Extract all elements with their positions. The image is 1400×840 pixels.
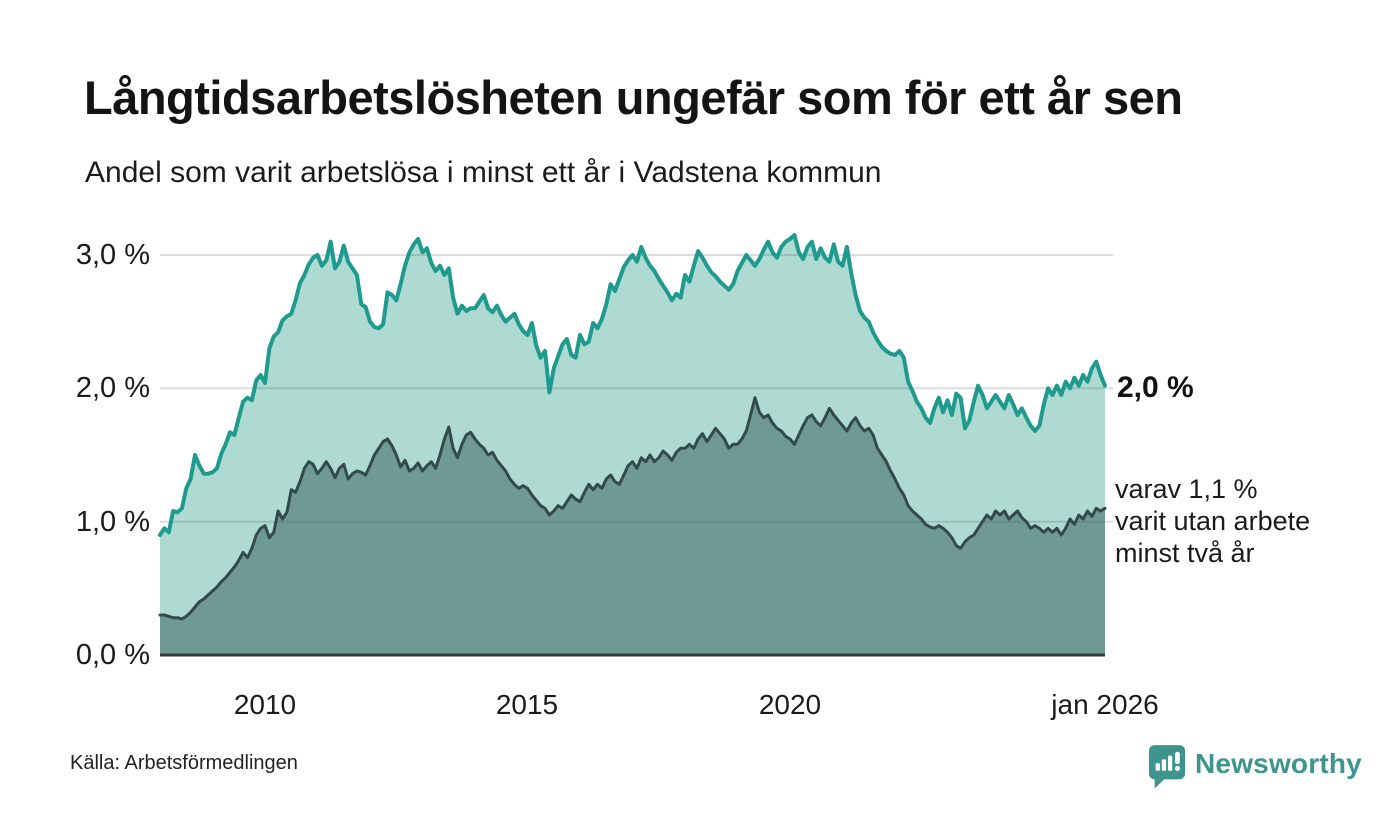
line-two-years — [158, 396, 1107, 621]
source-note: Källa: Arbetsförmedlingen — [70, 752, 298, 774]
x-axis-tick-jan-2026: jan 2026 — [1051, 689, 1159, 720]
y-axis-tick-1: 1,0 % — [75, 506, 150, 538]
secondary-annotation: varav 1,1 % varit utan arbete minst två … — [1115, 473, 1310, 569]
y-axis-tick-3: 3,0 % — [75, 239, 150, 271]
newsworthy-logo-text: Newsworthy — [1195, 748, 1362, 779]
end-value-label: 2,0 % — [1117, 371, 1194, 404]
area-fill-total — [160, 235, 1105, 655]
x-axis-tick-2015: 2015 — [495, 689, 559, 720]
x-axis-tick-2020: 2020 — [758, 689, 822, 720]
chart-title: Långtidsarbetslösheten ungefär som för e… — [84, 71, 1183, 124]
newsworthy-logo: Newsworthy — [1148, 744, 1362, 794]
chart-subtitle: Andel som varit arbetslösa i minst ett å… — [85, 156, 882, 189]
secondary-annotation-line-1: varav 1,1 % — [1115, 474, 1258, 504]
newsworthy-logo-icon — [1148, 744, 1186, 794]
secondary-annotation-line-2: varit utan arbete — [1115, 506, 1311, 536]
area-fill-two-years — [160, 397, 1105, 655]
y-axis-tick-2: 2,0 % — [75, 372, 150, 404]
x-axis-tick-2010: 2010 — [233, 689, 297, 720]
line-total — [158, 233, 1107, 537]
secondary-annotation-line-3: minst två år — [1115, 538, 1255, 568]
y-axis-tick-0: 0,0 % — [75, 639, 150, 671]
